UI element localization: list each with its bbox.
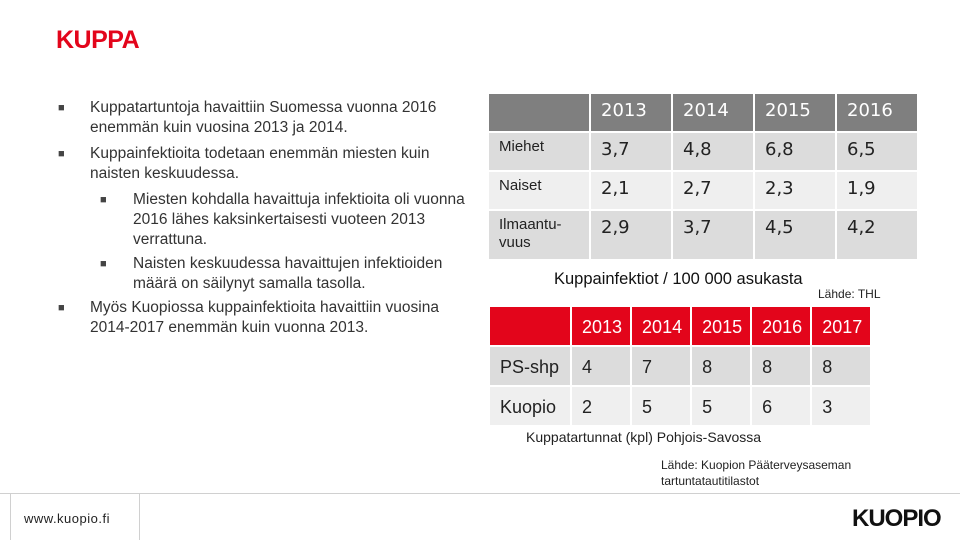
table-cell: 1,9 <box>837 172 917 209</box>
table-header-cell: 2014 <box>673 94 753 131</box>
bullet-marker-icon: ■ <box>100 258 107 270</box>
footer-url-link[interactable]: www.kuopio.fi <box>24 511 110 526</box>
table-header-cell: 2013 <box>591 94 671 131</box>
bullet-marker-icon: ■ <box>58 102 65 114</box>
table-cell: 5 <box>632 387 691 425</box>
bullet-text: Kuppainfektioita todetaan enemmän mieste… <box>90 145 430 182</box>
table-header-cell: 2014 <box>632 307 691 345</box>
table-cell: 4 <box>572 347 631 385</box>
sub-bullet-text: Naisten keskuudessa havaittujen infektio… <box>133 255 443 292</box>
table-cell: 7 <box>632 347 691 385</box>
sub-bullet-item: ■ Miesten kohdalla havaittuja infektioit… <box>58 190 478 250</box>
row-label: Naiset <box>489 172 589 209</box>
table-cell: 2,3 <box>755 172 835 209</box>
table-cell: 6 <box>752 387 811 425</box>
table-caption: Kuppatartunnat (kpl) Pohjois-Savossa <box>526 429 762 445</box>
table-cell: 4,2 <box>837 211 917 259</box>
bullet-item: ■ Kuppainfektioita todetaan enemmän mies… <box>58 144 478 184</box>
table-cell: 8 <box>692 347 751 385</box>
row-label: Ilmaantu-vuus <box>489 211 589 259</box>
row-label: Miehet <box>489 133 589 170</box>
table-row: Miehet 3,7 4,8 6,8 6,5 <box>489 133 917 170</box>
table-cell: 6,8 <box>755 133 835 170</box>
table-row: PS-shp 4 7 8 8 8 <box>490 347 871 385</box>
footer-box <box>10 493 140 540</box>
sub-bullet-item: ■ Naisten keskuudessa havaittujen infekt… <box>58 254 478 294</box>
row-label: PS-shp <box>490 347 570 385</box>
table-cell: 2,7 <box>673 172 753 209</box>
sub-bullet-text: Miesten kohdalla havaittuja infektioita … <box>133 191 465 248</box>
table-header-cell: 2013 <box>572 307 631 345</box>
table-cell: 3 <box>812 387 871 425</box>
table-cell: 3,7 <box>673 211 753 259</box>
footer-divider <box>0 493 960 494</box>
table-cell: 8 <box>812 347 871 385</box>
bullet-marker-icon: ■ <box>100 194 107 206</box>
table-cell: 2,9 <box>591 211 671 259</box>
table-cell: 6,5 <box>837 133 917 170</box>
table-source: Lähde: Kuopion Pääterveysaseman tartunta… <box>661 458 852 488</box>
table-row: Kuopio 2 5 5 6 3 <box>490 387 871 425</box>
table-cell: 8 <box>752 347 811 385</box>
table-header-cell: 2016 <box>837 94 917 131</box>
table-corner-cell <box>490 307 570 345</box>
page-title: KUPPA <box>56 26 140 54</box>
table-cell: 5 <box>692 387 751 425</box>
incidence-table: 2013 2014 2015 2016 Miehet 3,7 4,8 6,8 6… <box>487 92 919 261</box>
bullet-list: ■ Kuppatartuntoja havaittiin Suomessa vu… <box>58 98 478 344</box>
bullet-item: ■ Myös Kuopiossa kuppainfektioita havait… <box>58 298 478 338</box>
table-header-cell: 2016 <box>752 307 811 345</box>
table-header-cell: 2015 <box>692 307 751 345</box>
table-header-row: 2013 2014 2015 2016 2017 <box>490 307 871 345</box>
table-corner-cell <box>489 94 589 131</box>
table-row: Ilmaantu-vuus 2,9 3,7 4,5 4,2 <box>489 211 917 259</box>
table-cell: 4,8 <box>673 133 753 170</box>
table-caption: Kuppainfektiot / 100 000 asukasta <box>554 270 803 288</box>
table-header-cell: 2017 <box>812 307 871 345</box>
table-row: Naiset 2,1 2,7 2,3 1,9 <box>489 172 917 209</box>
table-cell: 3,7 <box>591 133 671 170</box>
table-header-cell: 2015 <box>755 94 835 131</box>
bullet-text: Kuppatartuntoja havaittiin Suomessa vuon… <box>90 99 437 136</box>
table-source: Lähde: THL <box>818 287 881 301</box>
bullet-text: Myös Kuopiossa kuppainfektioita havaitti… <box>90 299 439 336</box>
table-cell: 4,5 <box>755 211 835 259</box>
cases-table: 2013 2014 2015 2016 2017 PS-shp 4 7 8 8 … <box>488 305 872 427</box>
kuopio-logo: KUOPIO <box>852 505 942 532</box>
bullet-marker-icon: ■ <box>58 302 65 314</box>
table-cell: 2,1 <box>591 172 671 209</box>
table-header-row: 2013 2014 2015 2016 <box>489 94 917 131</box>
bullet-marker-icon: ■ <box>58 148 65 160</box>
table-cell: 2 <box>572 387 631 425</box>
row-label: Kuopio <box>490 387 570 425</box>
bullet-item: ■ Kuppatartuntoja havaittiin Suomessa vu… <box>58 98 478 138</box>
